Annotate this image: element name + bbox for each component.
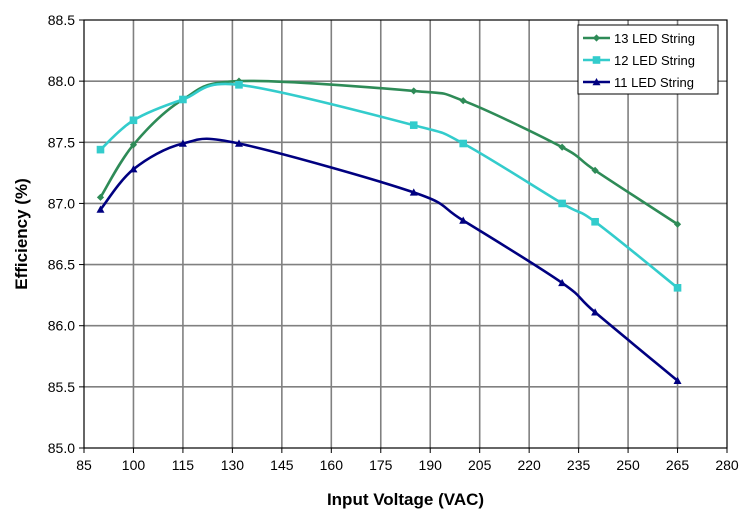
- data-point-13-led-string: [129, 141, 138, 149]
- x-tick-label: 175: [369, 457, 393, 473]
- legend-item-11-led-string: 11 LED String: [583, 75, 694, 90]
- data-point-11-led-string: [591, 308, 600, 316]
- data-point-12-led-string: [591, 217, 599, 226]
- x-tick-label: 130: [221, 457, 245, 473]
- y-tick-label: 86.5: [48, 257, 75, 273]
- data-point-12-led-string: [96, 145, 105, 154]
- legend-swatch-marker: [592, 56, 601, 64]
- data-point-11-led-string: [558, 278, 567, 287]
- x-axis-title: Input Voltage (VAC): [327, 490, 484, 509]
- x-tick-label: 160: [320, 457, 344, 473]
- x-tick-label: 235: [567, 457, 591, 473]
- y-axis-title: Efficiency (%): [12, 178, 31, 289]
- y-tick-label: 86.0: [48, 318, 75, 334]
- legend-label: 11 LED String: [614, 75, 694, 90]
- y-tick-label: 87.0: [48, 195, 75, 211]
- x-tick-label: 280: [715, 457, 739, 473]
- legend-item-12-led-string: 12 LED String: [583, 53, 695, 68]
- legend-label: 13 LED String: [614, 31, 695, 46]
- data-point-12-led-string: [673, 284, 682, 292]
- data-point-13-led-string: [410, 87, 418, 95]
- data-point-11-led-string: [409, 188, 418, 196]
- data-point-11-led-string: [673, 376, 682, 384]
- data-point-13-led-string: [558, 143, 566, 151]
- data-point-11-led-string: [178, 139, 187, 147]
- y-tick-label: 85.5: [48, 379, 75, 395]
- x-tick-label: 100: [122, 457, 146, 473]
- x-tick-label: 265: [666, 457, 690, 473]
- data-point-11-led-string: [234, 139, 243, 147]
- legend: 13 LED String 12 LED String 11 LED String: [577, 24, 719, 95]
- data-point-12-led-string: [558, 199, 566, 208]
- data-point-11-led-string: [129, 165, 138, 173]
- legend-swatch-marker: [592, 78, 601, 86]
- y-tick-label: 85.0: [48, 440, 75, 456]
- x-tick-label: 250: [616, 457, 640, 473]
- y-tick-label: 87.5: [48, 134, 75, 150]
- data-point-11-led-string: [459, 216, 468, 224]
- data-point-12-led-string: [179, 95, 187, 104]
- data-point-13-led-string: [673, 220, 682, 228]
- data-point-11-led-string: [96, 205, 105, 213]
- y-tick-label: 88.5: [48, 12, 75, 28]
- data-point-13-led-string: [96, 193, 105, 201]
- data-point-12-led-string: [459, 139, 468, 148]
- x-tick-label: 85: [76, 457, 92, 473]
- x-tick-label: 190: [419, 457, 443, 473]
- legend-item-13-led-string: 13 LED String: [583, 31, 695, 46]
- data-point-13-led-string: [459, 97, 467, 105]
- gridlines: [84, 20, 727, 448]
- data-point-13-led-string: [591, 166, 599, 175]
- series-layer: [96, 77, 682, 384]
- data-point-12-led-string: [409, 121, 418, 129]
- x-tick-label: 205: [468, 457, 492, 473]
- axis-ticks: 85 100 115 130 145 160 175 190 205 220 235 250 265 28…: [48, 12, 739, 473]
- x-tick-label: 115: [172, 457, 195, 473]
- data-point-12-led-string: [129, 116, 138, 125]
- series-11-led-string: [96, 137, 682, 384]
- series-12-led-string: [96, 81, 682, 292]
- y-tick-label: 88.0: [48, 73, 75, 89]
- x-tick-label: 145: [270, 457, 294, 473]
- x-tick-label: 220: [517, 457, 541, 473]
- plot-border: [83, 19, 728, 449]
- legend-swatch-marker: [592, 34, 601, 42]
- data-point-12-led-string: [235, 81, 243, 89]
- legend-label: 12 LED String: [614, 53, 695, 68]
